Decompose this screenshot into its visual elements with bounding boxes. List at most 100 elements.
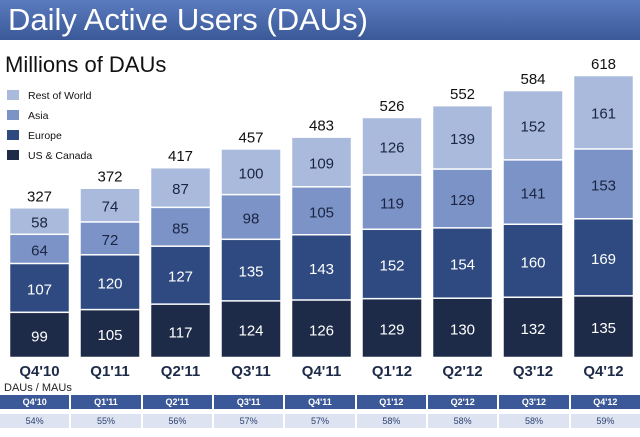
x-tick-label: Q3'11	[231, 363, 270, 380]
bar-value-label: 98	[243, 210, 260, 227]
bar-segment-europe-4	[291, 235, 352, 300]
bar-segment-asia-1	[80, 222, 140, 255]
x-tick-label: Q1'12	[372, 363, 412, 380]
bar-value-label: 139	[450, 131, 475, 148]
bar-total-label: 372	[97, 169, 122, 186]
bar-segment-europe-2	[150, 246, 211, 304]
bar-total-label: 483	[309, 118, 334, 135]
bar-total-label: 552	[450, 86, 475, 103]
bar-segment-asia-3	[221, 194, 281, 240]
bar-value-label: 105	[97, 327, 122, 344]
dau-mau-ratio-value: 59%	[570, 414, 640, 428]
bar-segment-rest-of-world-5	[362, 117, 422, 175]
bar-segment-rest-of-world-4	[291, 137, 352, 187]
bar-segment-europe-1	[80, 255, 140, 310]
bar-segment-us-canada-1	[80, 309, 140, 358]
bar-segment-europe-6	[432, 228, 493, 298]
bar-value-label: 124	[238, 323, 263, 340]
bar-value-label: 143	[309, 261, 334, 278]
dau-mau-ratio-value: 58%	[499, 414, 569, 428]
dau-mau-ratio-table: DAUs / MAUs Q4'10 Q1'11 Q2'11 Q3'11 Q4'11 Q1'…	[0, 381, 640, 428]
bar-value-label: 85	[172, 220, 189, 237]
dau-mau-ratio-value: 55%	[71, 414, 141, 428]
bar-value-label: 169	[591, 251, 616, 268]
bar-segment-rest-of-world-1	[80, 188, 140, 222]
dau-mau-header-row: Q4'10 Q1'11 Q2'11 Q3'11 Q4'11 Q1'12 Q2'12 Q3'12…	[0, 395, 640, 409]
bar-segment-us-canada-5	[362, 298, 422, 358]
bar-value-label: 127	[168, 269, 193, 286]
dau-mau-label: DAUs / MAUs	[4, 382, 72, 394]
bar-segment-europe-0	[9, 263, 70, 313]
bar-value-label: 119	[380, 196, 404, 213]
legend-swatch	[7, 130, 19, 140]
bar-value-label: 87	[172, 181, 189, 198]
dau-mau-value-row: 54% 55% 56% 57% 57% 58% 58% 58% 59%	[0, 412, 640, 428]
dau-mau-ratio-value: 57%	[214, 414, 284, 428]
bar-segment-asia-0	[9, 234, 70, 264]
bar-segment-asia-7	[503, 160, 563, 225]
bar-value-label: 129	[450, 192, 475, 209]
bar-segment-us-canada-8	[573, 296, 634, 358]
bar-value-label: 58	[31, 215, 48, 232]
bar-value-label: 72	[102, 232, 119, 249]
bar-value-label: 120	[97, 276, 122, 293]
x-tick-label: Q2'11	[161, 363, 200, 380]
bar-value-label: 153	[591, 177, 616, 194]
bar-value-label: 105	[309, 204, 334, 221]
bar-value-label: 117	[169, 324, 193, 341]
bar-segment-us-canada-3	[221, 301, 281, 358]
legend-label: US & Canada	[28, 150, 92, 162]
x-tick-label: Q4'10	[19, 363, 59, 380]
legend-swatch	[7, 90, 19, 100]
bar-value-label: 152	[379, 257, 404, 274]
dau-mau-quarter-header: Q3'12	[499, 395, 569, 409]
dau-mau-ratio-value: 58%	[428, 414, 498, 428]
dau-stacked-bar-chart: 99 107 64 58 327 Q4'10 105 120 72 74 372 Q1'11 117 12…	[7, 56, 634, 380]
legend-label: Asia	[28, 110, 49, 122]
bar-segment-us-canada-2	[150, 304, 211, 358]
bar-total-label: 618	[591, 56, 616, 73]
bar-segment-us-canada-0	[9, 312, 70, 358]
bar-segment-rest-of-world-7	[503, 90, 563, 160]
bar-value-label: 154	[450, 257, 475, 274]
bar-value-label: 126	[309, 322, 334, 339]
bar-segment-rest-of-world-6	[432, 105, 493, 169]
dau-mau-ratio-value: 54%	[0, 414, 70, 428]
bar-segment-rest-of-world-3	[221, 149, 281, 195]
dau-mau-ratio-value: 56%	[142, 414, 212, 428]
bar-total-label: 327	[27, 188, 52, 205]
dau-mau-quarter-header: Q4'12	[570, 395, 640, 409]
bar-segment-asia-5	[362, 175, 422, 230]
bar-value-label: 109	[309, 155, 334, 172]
bar-value-label: 107	[27, 281, 52, 298]
bar-segment-europe-8	[573, 219, 634, 296]
dau-mau-ratio-value: 57%	[285, 414, 355, 428]
dau-mau-quarter-header: Q4'10	[0, 395, 70, 409]
bar-value-label: 130	[450, 321, 475, 338]
bar-value-label: 160	[520, 254, 545, 271]
bar-value-label: 132	[520, 321, 545, 338]
dau-mau-quarter-header: Q2'12	[428, 395, 498, 409]
x-tick-label: Q1'11	[90, 363, 129, 380]
bar-value-label: 161	[591, 106, 616, 123]
bar-value-label: 99	[31, 328, 48, 345]
bar-value-label: 126	[379, 140, 404, 157]
bar-value-label: 129	[379, 322, 404, 339]
bar-segment-us-canada-4	[291, 300, 352, 358]
x-tick-label: Q4'12	[583, 363, 623, 380]
bar-value-label: 135	[238, 264, 263, 281]
bar-value-label: 135	[591, 320, 616, 337]
bar-total-label: 526	[379, 98, 404, 115]
bar-total-label: 457	[238, 129, 263, 146]
bar-value-label: 64	[31, 242, 48, 259]
bar-value-label: 74	[102, 199, 119, 216]
chart-subtitle: Millions of DAUs	[5, 52, 167, 77]
bar-segment-asia-4	[291, 187, 352, 235]
bar-segment-europe-3	[221, 239, 281, 301]
page-title: Daily Active Users (DAUs)	[0, 0, 640, 40]
x-tick-label: Q2'12	[442, 363, 482, 380]
bar-segment-rest-of-world-0	[9, 208, 70, 235]
x-tick-label: Q4'11	[302, 363, 341, 380]
bar-segment-asia-6	[432, 169, 493, 228]
bar-value-label: 141	[520, 186, 545, 203]
